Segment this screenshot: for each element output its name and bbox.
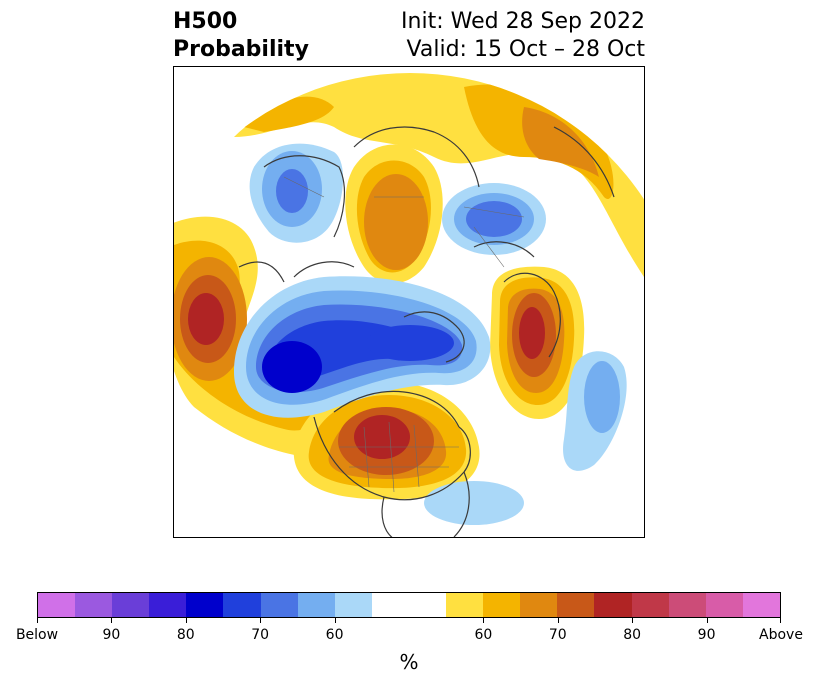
colorbar-tick-label: 60 xyxy=(474,627,493,643)
colorbar-tick xyxy=(37,618,38,623)
anomaly-eastern-europe xyxy=(442,183,546,255)
anomaly-gulf-of-alaska xyxy=(174,216,372,459)
anomaly-central-siberia xyxy=(345,144,443,284)
colorbar-tick-label: 90 xyxy=(102,627,121,643)
anomaly-east-asia xyxy=(249,143,344,243)
colorbar-segment xyxy=(334,593,372,617)
colorbar-tick xyxy=(335,618,336,623)
colorbar-segment xyxy=(297,593,335,617)
colorbar-segment xyxy=(446,593,484,617)
colorbar-tick-label: 70 xyxy=(548,627,567,643)
colorbar-tick xyxy=(558,618,559,623)
colorbar-segment xyxy=(112,593,150,617)
colorbar-segment xyxy=(705,593,743,617)
colorbar-segment xyxy=(557,593,595,617)
colorbar-segment xyxy=(371,593,447,617)
chart-title-right: Init: Wed 28 Sep 2022 Valid: 15 Oct – 28… xyxy=(401,8,645,64)
colorbar-segment xyxy=(149,593,187,617)
valid-range: Valid: 15 Oct – 28 Oct xyxy=(406,37,645,62)
colorbar-tick xyxy=(632,618,633,623)
colorbar xyxy=(37,592,781,618)
colorbar-tick-label: Below xyxy=(15,627,59,643)
colorbar-tick-label: 90 xyxy=(697,627,716,643)
anomaly-western-atlantic xyxy=(424,481,524,525)
title-variable: H500 xyxy=(173,9,238,34)
anomaly-bering-arctic xyxy=(234,276,491,418)
colorbar-segment xyxy=(631,593,669,617)
colorbar-tick-label: 60 xyxy=(325,627,344,643)
anomaly-scandinavia xyxy=(490,266,585,419)
colorbar-tick xyxy=(780,618,781,623)
title-metric: Probability xyxy=(173,37,309,62)
colorbar-tick xyxy=(707,618,708,623)
colorbar-unit-label: % xyxy=(399,650,419,674)
anomaly-north-america xyxy=(293,382,480,500)
colorbar-tick-label: 80 xyxy=(176,627,195,643)
colorbar-tick xyxy=(260,618,261,623)
chart-title-left: H500 Probability xyxy=(173,8,309,64)
colorbar-tick-label: 80 xyxy=(623,627,642,643)
colorbar-segment xyxy=(75,593,113,617)
colorbar-segment xyxy=(520,593,558,617)
anomaly-eurasia-rim xyxy=(234,73,644,277)
colorbar-segment xyxy=(742,593,780,617)
colorbar-segment xyxy=(38,593,76,617)
colorbar-tick xyxy=(186,618,187,623)
probability-map xyxy=(173,66,645,538)
colorbar-tick-label: Above xyxy=(759,627,803,643)
colorbar-segment xyxy=(483,593,521,617)
colorbar-segment xyxy=(668,593,706,617)
coastlines xyxy=(238,126,615,537)
anomaly-north-atlantic xyxy=(563,351,627,471)
colorbar-tick xyxy=(111,618,112,623)
colorbar-segment xyxy=(223,593,261,617)
colorbar-segment xyxy=(594,593,632,617)
init-date: Init: Wed 28 Sep 2022 xyxy=(401,9,645,34)
colorbar-segment xyxy=(260,593,298,617)
colorbar-segment xyxy=(186,593,224,617)
polar-map-svg xyxy=(174,73,644,537)
colorbar-tick-label: 70 xyxy=(251,627,270,643)
colorbar-tick xyxy=(483,618,484,623)
political-borders xyxy=(283,176,525,493)
